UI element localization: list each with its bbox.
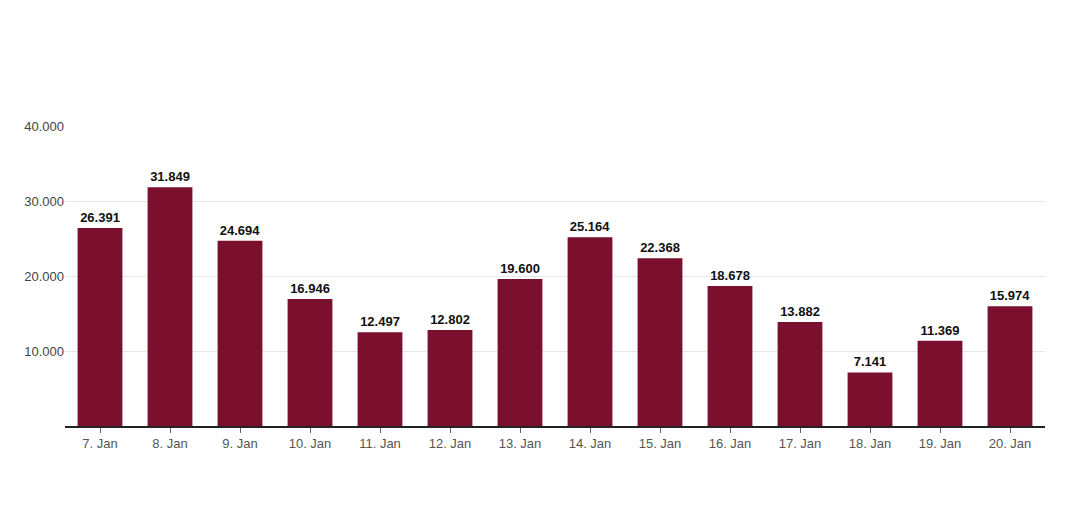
svg-text:40.000: 40.000 — [24, 119, 64, 134]
svg-text:13. Jan: 13. Jan — [499, 436, 542, 451]
svg-text:10.000: 10.000 — [24, 344, 64, 359]
svg-text:11.369: 11.369 — [920, 323, 959, 338]
svg-text:19.600: 19.600 — [500, 261, 540, 276]
svg-text:10. Jan: 10. Jan — [289, 436, 332, 451]
svg-text:15.974: 15.974 — [990, 288, 1031, 303]
svg-text:8. Jan: 8. Jan — [152, 436, 187, 451]
svg-text:12.497: 12.497 — [360, 314, 400, 329]
svg-text:25.164: 25.164 — [570, 219, 611, 234]
svg-text:16.946: 16.946 — [290, 281, 330, 296]
svg-text:20. Jan: 20. Jan — [989, 436, 1032, 451]
svg-text:22.368: 22.368 — [640, 240, 680, 255]
svg-text:18.678: 18.678 — [710, 268, 750, 283]
svg-text:14. Jan: 14. Jan — [569, 436, 612, 451]
svg-text:16. Jan: 16. Jan — [709, 436, 752, 451]
svg-text:12.802: 12.802 — [430, 312, 470, 327]
svg-text:15. Jan: 15. Jan — [639, 436, 682, 451]
svg-text:24.694: 24.694 — [220, 223, 261, 238]
svg-text:31.849: 31.849 — [150, 169, 190, 184]
svg-text:13.882: 13.882 — [780, 304, 820, 319]
svg-text:11. Jan: 11. Jan — [359, 436, 401, 451]
svg-text:18. Jan: 18. Jan — [849, 436, 892, 451]
svg-text:26.391: 26.391 — [80, 210, 120, 225]
svg-text:19. Jan: 19. Jan — [919, 436, 962, 451]
svg-text:12. Jan: 12. Jan — [429, 436, 472, 451]
svg-text:30.000: 30.000 — [24, 194, 64, 209]
svg-text:7. Jan: 7. Jan — [82, 436, 117, 451]
svg-text:17. Jan: 17. Jan — [779, 436, 822, 451]
svg-text:7.141: 7.141 — [854, 354, 887, 369]
svg-text:20.000: 20.000 — [24, 269, 64, 284]
svg-text:9. Jan: 9. Jan — [222, 436, 257, 451]
